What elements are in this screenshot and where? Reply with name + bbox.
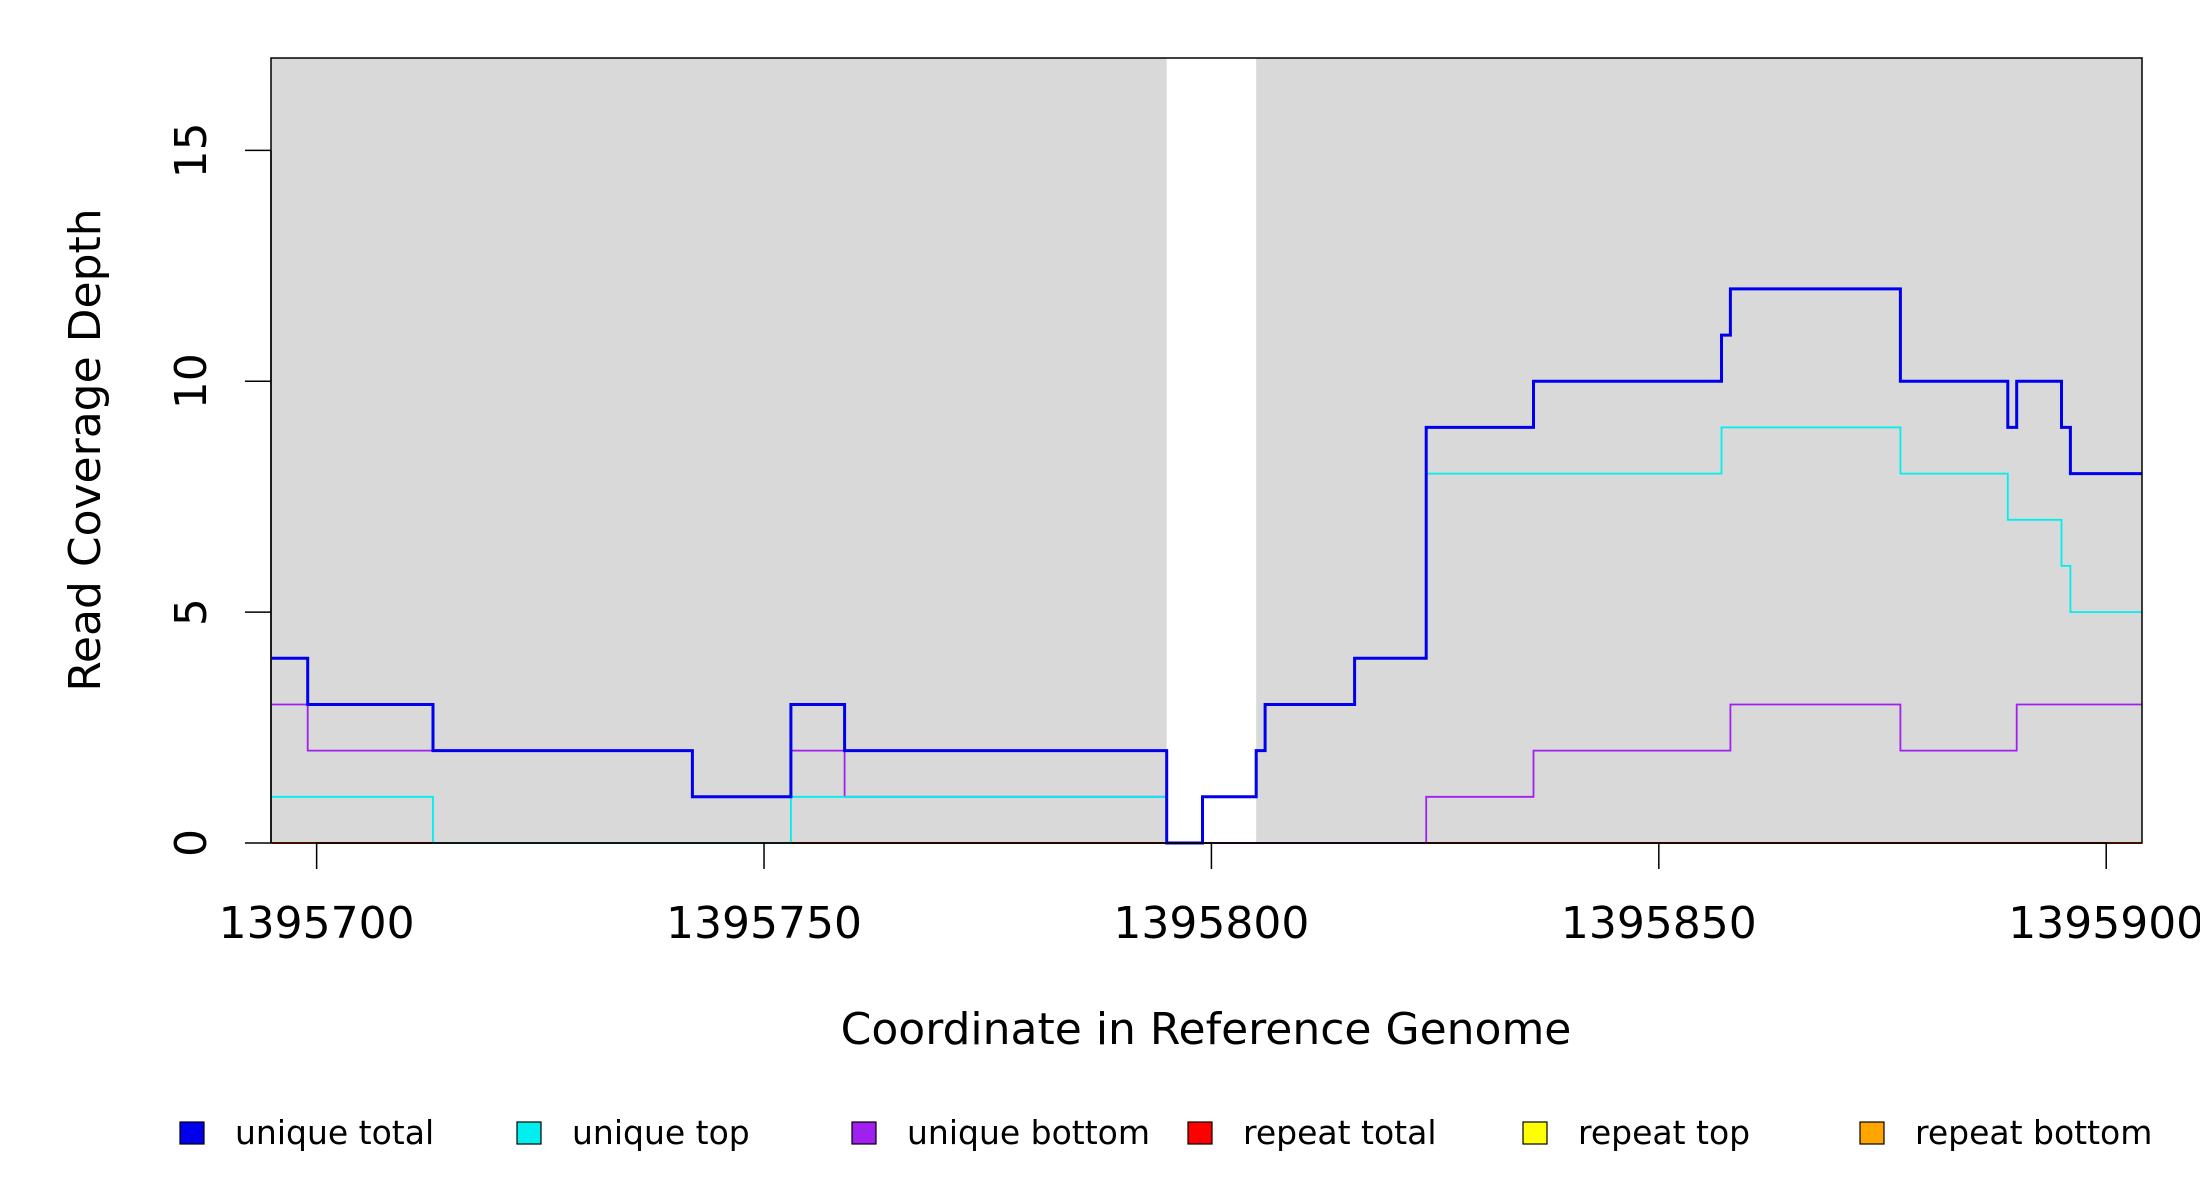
legend-label: unique top xyxy=(572,1113,750,1152)
x-axis: 1395700 1395750 1395800 1395850 1395900 xyxy=(219,842,2200,949)
series-line-unique-total xyxy=(271,287,2142,845)
legend-label: unique bottom xyxy=(907,1113,1150,1152)
x-tick-label: 1395900 xyxy=(2008,898,2200,949)
y-tick-label: 15 xyxy=(166,122,217,178)
legend-label: repeat bottom xyxy=(1915,1113,2152,1152)
y-axis: 0 5 10 15 xyxy=(166,122,272,857)
y-axis-title: Read Coverage Depth xyxy=(60,208,111,691)
legend-swatch xyxy=(1187,1121,1213,1145)
y-tick-label: 5 xyxy=(166,598,217,626)
plot-background xyxy=(271,58,2142,843)
legend-swatch xyxy=(1522,1121,1548,1145)
legend-label: repeat top xyxy=(1578,1113,1750,1152)
shaded-region-right xyxy=(1256,58,2142,843)
legend-label: unique total xyxy=(235,1113,434,1152)
legend-swatch xyxy=(851,1121,877,1145)
shaded-region-left xyxy=(271,58,1167,843)
legend-swatch xyxy=(179,1121,205,1145)
x-tick-label: 1395850 xyxy=(1561,898,1757,949)
x-tick-label: 1395700 xyxy=(219,898,415,949)
legend: unique total unique top unique bottom repea… xyxy=(179,1113,2152,1152)
legend-swatch xyxy=(516,1121,542,1145)
y-tick-label: 0 xyxy=(166,829,217,857)
legend-swatch xyxy=(1859,1121,1885,1145)
y-tick-label: 10 xyxy=(166,353,217,409)
x-axis-title: Coordinate in Reference Genome xyxy=(841,1004,1572,1055)
x-tick-label: 1395800 xyxy=(1113,898,1309,949)
legend-label: repeat total xyxy=(1243,1113,1437,1152)
x-tick-label: 1395750 xyxy=(666,898,862,949)
